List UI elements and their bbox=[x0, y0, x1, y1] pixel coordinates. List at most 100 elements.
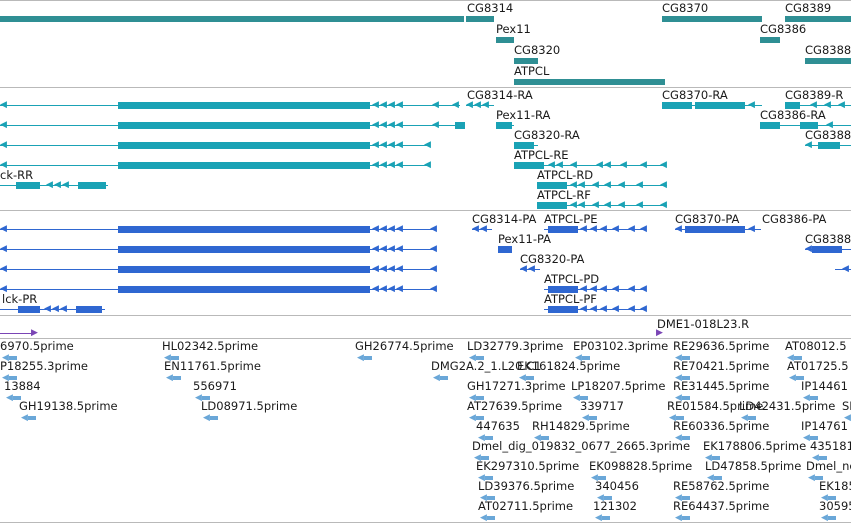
clone-label[interactable]: EP03102.3prime bbox=[573, 339, 669, 353]
clone-label[interactable]: P18255.3prime bbox=[0, 359, 88, 373]
clone-feature[interactable] bbox=[714, 476, 722, 480]
clone-feature[interactable] bbox=[364, 356, 372, 360]
clone-label[interactable]: RE70421.5prime bbox=[673, 359, 770, 373]
protein-row-exon[interactable] bbox=[685, 226, 745, 233]
transcript-label[interactable]: CG8370-RA bbox=[662, 88, 728, 102]
transcript-label[interactable]: CG8388 bbox=[805, 128, 851, 142]
protein-label[interactable]: CG8370-PA bbox=[675, 212, 740, 226]
clone-label[interactable]: 447635 bbox=[476, 419, 520, 433]
transcript-row-exon[interactable] bbox=[118, 162, 370, 169]
clone-feature[interactable] bbox=[485, 476, 493, 480]
transcript-row-exon[interactable] bbox=[800, 122, 818, 129]
clone-feature[interactable] bbox=[815, 476, 823, 480]
protein-label[interactable]: ATPCL-PE bbox=[544, 212, 598, 226]
clone-label[interactable]: RE29636.5prime bbox=[673, 339, 770, 353]
clone-label[interactable]: EK098828.5prime bbox=[589, 459, 693, 473]
gene-feature-pex11[interactable] bbox=[496, 37, 514, 43]
transcript-label[interactable]: ATPCL-RE bbox=[514, 148, 569, 162]
clone-feature[interactable] bbox=[476, 356, 484, 360]
protein-label[interactable]: CG8386-PA bbox=[762, 212, 827, 226]
transcript-label[interactable]: ATPCL-RF bbox=[537, 188, 591, 202]
clone-label[interactable]: GH17271.3prime bbox=[467, 379, 566, 393]
clone-label[interactable]: 305956 bbox=[819, 499, 851, 513]
clone-label[interactable]: HL02342.5prime bbox=[162, 339, 259, 353]
clone-label[interactable]: LD47858.5prime bbox=[705, 459, 802, 473]
gene-label[interactable]: CG8386 bbox=[760, 22, 807, 36]
clone-feature[interactable] bbox=[476, 396, 484, 400]
gene-feature-cg8320[interactable] bbox=[514, 58, 538, 64]
gene-feature-cg8388[interactable] bbox=[805, 58, 851, 64]
clone-label[interactable]: GH26774.5prime bbox=[355, 339, 454, 353]
transcript-row-exon[interactable] bbox=[662, 102, 692, 109]
clone-label[interactable]: RE60336.5prime bbox=[673, 419, 770, 433]
clone-label[interactable]: EK297310.5prime bbox=[476, 459, 580, 473]
clone-feature[interactable] bbox=[682, 496, 690, 500]
clone-label[interactable]: 6970.5prime bbox=[0, 339, 74, 353]
clone-label[interactable]: EK161824.5prime bbox=[517, 359, 621, 373]
clone-label[interactable]: RE64437.5prime bbox=[673, 499, 770, 513]
transcript-row-exon[interactable] bbox=[118, 102, 370, 109]
transcript-row-exon[interactable] bbox=[514, 162, 544, 169]
clone-feature[interactable] bbox=[682, 436, 690, 440]
transcript-label[interactable]: ATPCL-RD bbox=[537, 168, 594, 182]
clone-feature[interactable] bbox=[602, 516, 610, 520]
gene-label[interactable]: CG8388 bbox=[805, 43, 851, 57]
clone-label[interactable]: RE58762.5prime bbox=[673, 479, 770, 493]
clone-feature[interactable] bbox=[589, 416, 597, 420]
protein-row-exon[interactable] bbox=[118, 246, 370, 253]
clone-label[interactable]: IP14461 bbox=[801, 379, 848, 393]
clone-feature[interactable] bbox=[210, 416, 218, 420]
transcript-row-exon[interactable] bbox=[695, 102, 745, 109]
clone-feature[interactable] bbox=[541, 436, 549, 440]
transcript-label[interactable]: CG8389-R bbox=[785, 88, 844, 102]
clone-feature[interactable] bbox=[173, 376, 181, 380]
transcript-row-exon[interactable] bbox=[514, 142, 534, 149]
clone-feature[interactable] bbox=[9, 376, 17, 380]
clone-feature[interactable] bbox=[171, 356, 179, 360]
clone-label[interactable]: RH14829.5prime bbox=[532, 419, 630, 433]
protein-row-exon[interactable] bbox=[498, 246, 512, 253]
clone-feature[interactable] bbox=[828, 496, 836, 500]
clone-label[interactable]: 339717 bbox=[580, 399, 624, 413]
clone-feature[interactable] bbox=[712, 456, 720, 460]
transcript-row-exon[interactable] bbox=[16, 182, 40, 189]
transcript-label[interactable]: CG8314-RA bbox=[467, 88, 533, 102]
clone-label[interactable]: 121302 bbox=[593, 499, 637, 513]
clone-label[interactable]: LD42431.5prime bbox=[739, 399, 836, 413]
clone-feature[interactable] bbox=[796, 376, 804, 380]
gene-label[interactable]: CG8320 bbox=[514, 43, 561, 57]
protein-row-exon[interactable] bbox=[118, 226, 370, 233]
clone-feature[interactable] bbox=[28, 416, 36, 420]
clone-feature[interactable] bbox=[682, 516, 690, 520]
clone-feature[interactable] bbox=[828, 516, 836, 520]
clone-feature[interactable] bbox=[598, 476, 606, 480]
gene-feature-cg8370[interactable] bbox=[662, 16, 762, 22]
clone-feature[interactable] bbox=[9, 356, 17, 360]
clone-feature[interactable] bbox=[604, 496, 612, 500]
clone-label[interactable]: EK1854 bbox=[819, 479, 851, 493]
transcript-label[interactable]: CG8320-RA bbox=[514, 128, 580, 142]
protein-label[interactable]: Pex11-PA bbox=[498, 232, 552, 246]
gene-feature-cg8386[interactable] bbox=[760, 37, 780, 43]
clone-feature[interactable] bbox=[682, 356, 690, 360]
clone-feature[interactable] bbox=[487, 516, 495, 520]
clone-label[interactable]: AT01725.5 bbox=[787, 359, 849, 373]
clone-feature[interactable] bbox=[794, 356, 802, 360]
gene-label[interactable]: CG8389 bbox=[785, 1, 832, 15]
clone-label[interactable]: 435181 bbox=[810, 439, 851, 453]
protein-row-exon[interactable] bbox=[76, 306, 102, 313]
clone-feature[interactable] bbox=[13, 396, 21, 400]
transcript-row-exon[interactable] bbox=[537, 202, 567, 209]
clone-feature[interactable] bbox=[748, 416, 756, 420]
gene-feature-cg8314[interactable] bbox=[0, 16, 464, 22]
clone-label[interactable]: Dmel_dig_019832_0677_2665.3prime bbox=[472, 439, 691, 453]
protein-label[interactable]: lck-PR bbox=[2, 292, 38, 306]
transcript-label[interactable]: Pex11-RA bbox=[496, 108, 551, 122]
clone-label[interactable]: 340456 bbox=[595, 479, 639, 493]
clone-feature[interactable] bbox=[481, 456, 489, 460]
clone-feature[interactable] bbox=[582, 356, 590, 360]
protein-label[interactable]: CG8314-PA bbox=[472, 212, 537, 226]
clone-feature[interactable] bbox=[682, 396, 690, 400]
clone-feature[interactable] bbox=[676, 416, 684, 420]
gene-feature-atpcl[interactable] bbox=[514, 79, 665, 85]
